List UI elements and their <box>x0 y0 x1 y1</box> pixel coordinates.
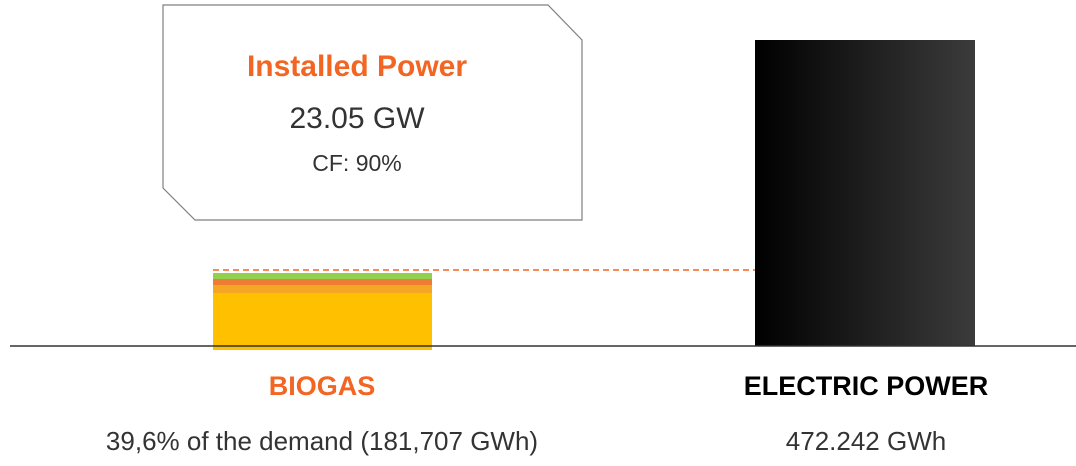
right-label: ELECTRIC POWER <box>744 371 989 401</box>
right-caption: 472.242 GWh <box>786 426 946 456</box>
callout-title: Installed Power <box>247 50 467 83</box>
left-caption: 39,6% of the demand (181,707 GWh) <box>106 426 538 456</box>
biogas-segment <box>213 285 432 293</box>
electric-bar <box>755 40 975 346</box>
left-label: BIOGAS <box>269 371 376 401</box>
biogas-segment <box>213 293 432 350</box>
biogas-segment <box>213 273 432 279</box>
callout-cf: CF: 90% <box>312 150 401 176</box>
callout-box <box>162 4 583 221</box>
biogas-segment <box>213 279 432 285</box>
callout-value: 23.05 GW <box>289 102 425 135</box>
